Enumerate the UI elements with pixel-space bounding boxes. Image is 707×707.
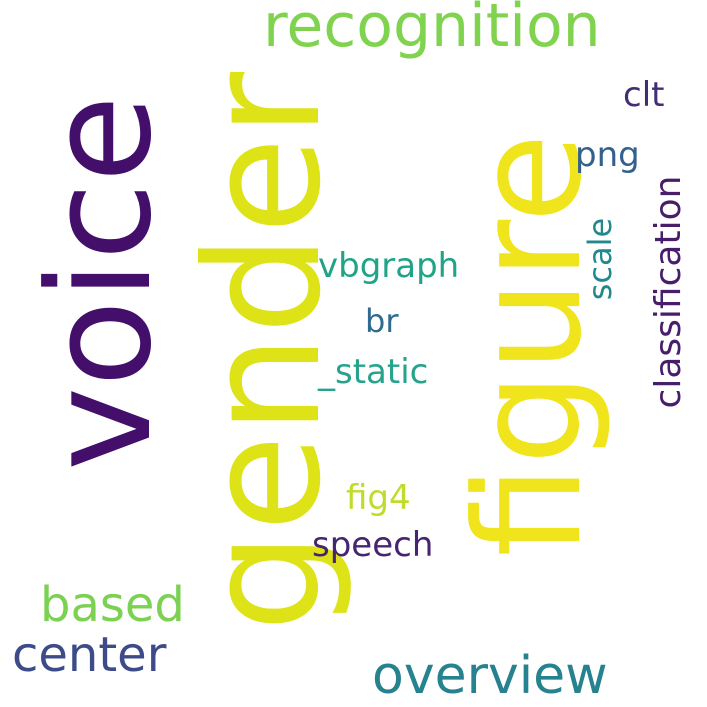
word-center: center xyxy=(12,627,167,683)
word-clt: clt xyxy=(623,75,665,115)
word-br: br xyxy=(365,302,399,340)
word-scale: scale xyxy=(581,217,619,301)
word-png: png xyxy=(575,135,640,175)
word-classification: classification xyxy=(648,175,689,409)
word-overview: overview xyxy=(372,646,608,706)
word-vbgraph: vbgraph xyxy=(318,246,460,286)
word-fig4: fig4 xyxy=(346,478,411,518)
word-static: _static xyxy=(318,352,429,392)
word-speech: speech xyxy=(312,525,434,565)
word-based: based xyxy=(40,577,185,633)
word-voice: voice xyxy=(18,95,183,471)
word-recognition: recognition xyxy=(263,0,601,61)
